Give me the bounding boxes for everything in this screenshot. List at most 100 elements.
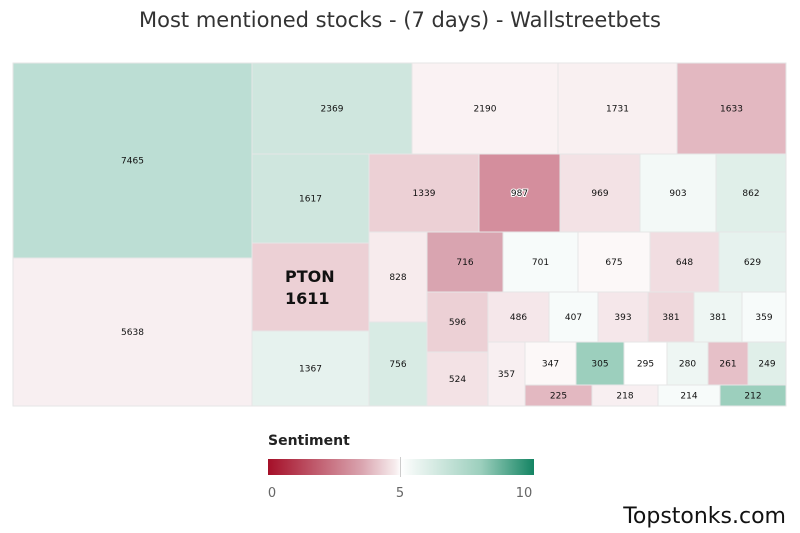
treemap-cell: 381 bbox=[693, 291, 743, 343]
treemap-cell-value-label: 407 bbox=[565, 313, 582, 323]
treemap-cell-value-label: 2369 bbox=[321, 105, 344, 115]
treemap-cell-value-label: 7465 bbox=[121, 157, 144, 167]
treemap-cell: 969 bbox=[559, 153, 641, 233]
treemap-cell-value-label: 357 bbox=[498, 370, 515, 380]
treemap-cell: 280 bbox=[666, 341, 709, 386]
treemap-cell-value-label: 756 bbox=[389, 360, 406, 370]
treemap-cell: 7465 bbox=[12, 62, 253, 259]
treemap-cell-rect bbox=[368, 153, 480, 233]
treemap-cell-value-label: 214 bbox=[680, 392, 697, 402]
treemap-cell: 249 bbox=[747, 341, 787, 386]
treemap-cell-rect bbox=[575, 341, 625, 386]
treemap-cell: 486 bbox=[487, 291, 550, 343]
treemap-cell: 393 bbox=[597, 291, 649, 343]
treemap-cell: 261 bbox=[707, 341, 749, 386]
treemap-cell-value-label: 295 bbox=[637, 360, 654, 370]
treemap-cell-rect bbox=[251, 153, 370, 244]
treemap-cell-rect bbox=[251, 330, 370, 407]
treemap-cell: 596 bbox=[426, 291, 489, 353]
treemap-cell-rect bbox=[426, 291, 489, 353]
treemap-cell-rect bbox=[502, 231, 579, 293]
legend-tick-min: 0 bbox=[267, 486, 277, 501]
treemap-cell: 2369 bbox=[251, 62, 413, 155]
legend-color-scale bbox=[268, 459, 534, 475]
treemap-cell-rect bbox=[478, 153, 561, 233]
treemap-cell-rect bbox=[487, 341, 526, 407]
legend-title: Sentiment bbox=[268, 433, 350, 449]
treemap-cell: 1731 bbox=[557, 62, 678, 155]
treemap-cell-rect bbox=[368, 231, 428, 323]
treemap-cell-value-label: 212 bbox=[744, 392, 761, 402]
treemap-cell: 648 bbox=[649, 231, 720, 293]
treemap-cell: 862 bbox=[715, 153, 787, 233]
treemap-cell-rect bbox=[715, 153, 787, 233]
treemap-cell: 357 bbox=[487, 341, 526, 407]
treemap-cell-value-label: 701 bbox=[532, 258, 549, 268]
treemap-cell-rect bbox=[741, 291, 787, 343]
treemap-cell: 828 bbox=[368, 231, 428, 323]
treemap-cell-value-label: 381 bbox=[709, 313, 726, 323]
treemap-cell: 407 bbox=[548, 291, 599, 343]
treemap-cell-value-label: 524 bbox=[449, 375, 466, 385]
treemap-cell: 347 bbox=[524, 341, 577, 386]
treemap-cell: 903 bbox=[639, 153, 717, 233]
treemap-cell-rect bbox=[649, 231, 720, 293]
treemap-cell-value-label: 862 bbox=[742, 189, 759, 199]
legend-midpoint-marker bbox=[400, 457, 401, 477]
treemap-cell: 1633 bbox=[676, 62, 787, 155]
treemap-cell-ticker-label: PTON bbox=[285, 267, 335, 286]
treemap-cell-value-label: 1339 bbox=[413, 189, 436, 199]
treemap-cell-value-label: 675 bbox=[605, 258, 622, 268]
treemap-cell: 2190 bbox=[411, 62, 559, 155]
treemap-cell-value-label: 1731 bbox=[606, 105, 629, 115]
treemap-cell-rect bbox=[647, 291, 695, 343]
treemap-cell: PTON 1611 bbox=[251, 242, 370, 332]
treemap-cell: 675 bbox=[577, 231, 651, 293]
treemap-cell-rect bbox=[411, 62, 559, 155]
treemap-cell-value-label: 381 bbox=[662, 313, 679, 323]
treemap-cell: 212 bbox=[719, 384, 787, 407]
treemap-cell: 701 bbox=[502, 231, 579, 293]
treemap-cell-rect bbox=[548, 291, 599, 343]
treemap-cell-value-label: 969 bbox=[591, 189, 608, 199]
treemap-cell-rect bbox=[426, 351, 489, 407]
treemap-cell-value-label: 648 bbox=[676, 258, 693, 268]
legend-tick-mid: 5 bbox=[395, 486, 405, 501]
treemap-cell: 1617 bbox=[251, 153, 370, 244]
treemap-cell-rect bbox=[524, 341, 577, 386]
brand-watermark: Topstonks.com bbox=[623, 504, 786, 529]
treemap-cell-rect bbox=[251, 242, 370, 332]
treemap-cell: 359 bbox=[741, 291, 787, 343]
treemap-cell-rect bbox=[251, 62, 413, 155]
treemap-cell-value-label: 716 bbox=[456, 258, 473, 268]
treemap-cell: 524 bbox=[426, 351, 489, 407]
treemap-cell: 218 bbox=[591, 384, 659, 407]
treemap-cell-rect bbox=[426, 231, 504, 293]
treemap-cell: 214 bbox=[657, 384, 721, 407]
treemap-cell-value-label: 305 bbox=[591, 360, 608, 370]
treemap-cell-rect bbox=[12, 257, 253, 407]
treemap-cell-value-label: 828 bbox=[389, 273, 406, 283]
treemap-cell-value-label: 225 bbox=[550, 392, 567, 402]
treemap-cell-value-label: 903 bbox=[669, 189, 686, 199]
treemap-cell: 5638 bbox=[12, 257, 253, 407]
treemap-cell-value-label: 347 bbox=[542, 360, 559, 370]
treemap-cell-value-label: 1633 bbox=[720, 105, 743, 115]
treemap-cell-value-label: 5638 bbox=[121, 328, 144, 338]
treemap-cell: 756 bbox=[368, 321, 428, 407]
treemap-cell-value-label: 359 bbox=[755, 313, 772, 323]
treemap-cell: 1339 bbox=[368, 153, 480, 233]
treemap-cell-rect bbox=[718, 231, 787, 293]
treemap-cell-value-label: 987 bbox=[511, 189, 528, 199]
treemap-cell-value-label: 486 bbox=[510, 313, 527, 323]
treemap-cell-value-label: 596 bbox=[449, 318, 466, 328]
treemap-cell-value-label: 218 bbox=[616, 392, 633, 402]
treemap-cell-value-label: 1617 bbox=[299, 195, 322, 205]
treemap-cell-rect bbox=[719, 384, 787, 407]
treemap-cell-value-label: 280 bbox=[679, 360, 696, 370]
treemap-cell-rect bbox=[487, 291, 550, 343]
treemap-cell: 629 bbox=[718, 231, 787, 293]
treemap-cell: 225 bbox=[524, 384, 593, 407]
treemap-cell: 305 bbox=[575, 341, 625, 386]
